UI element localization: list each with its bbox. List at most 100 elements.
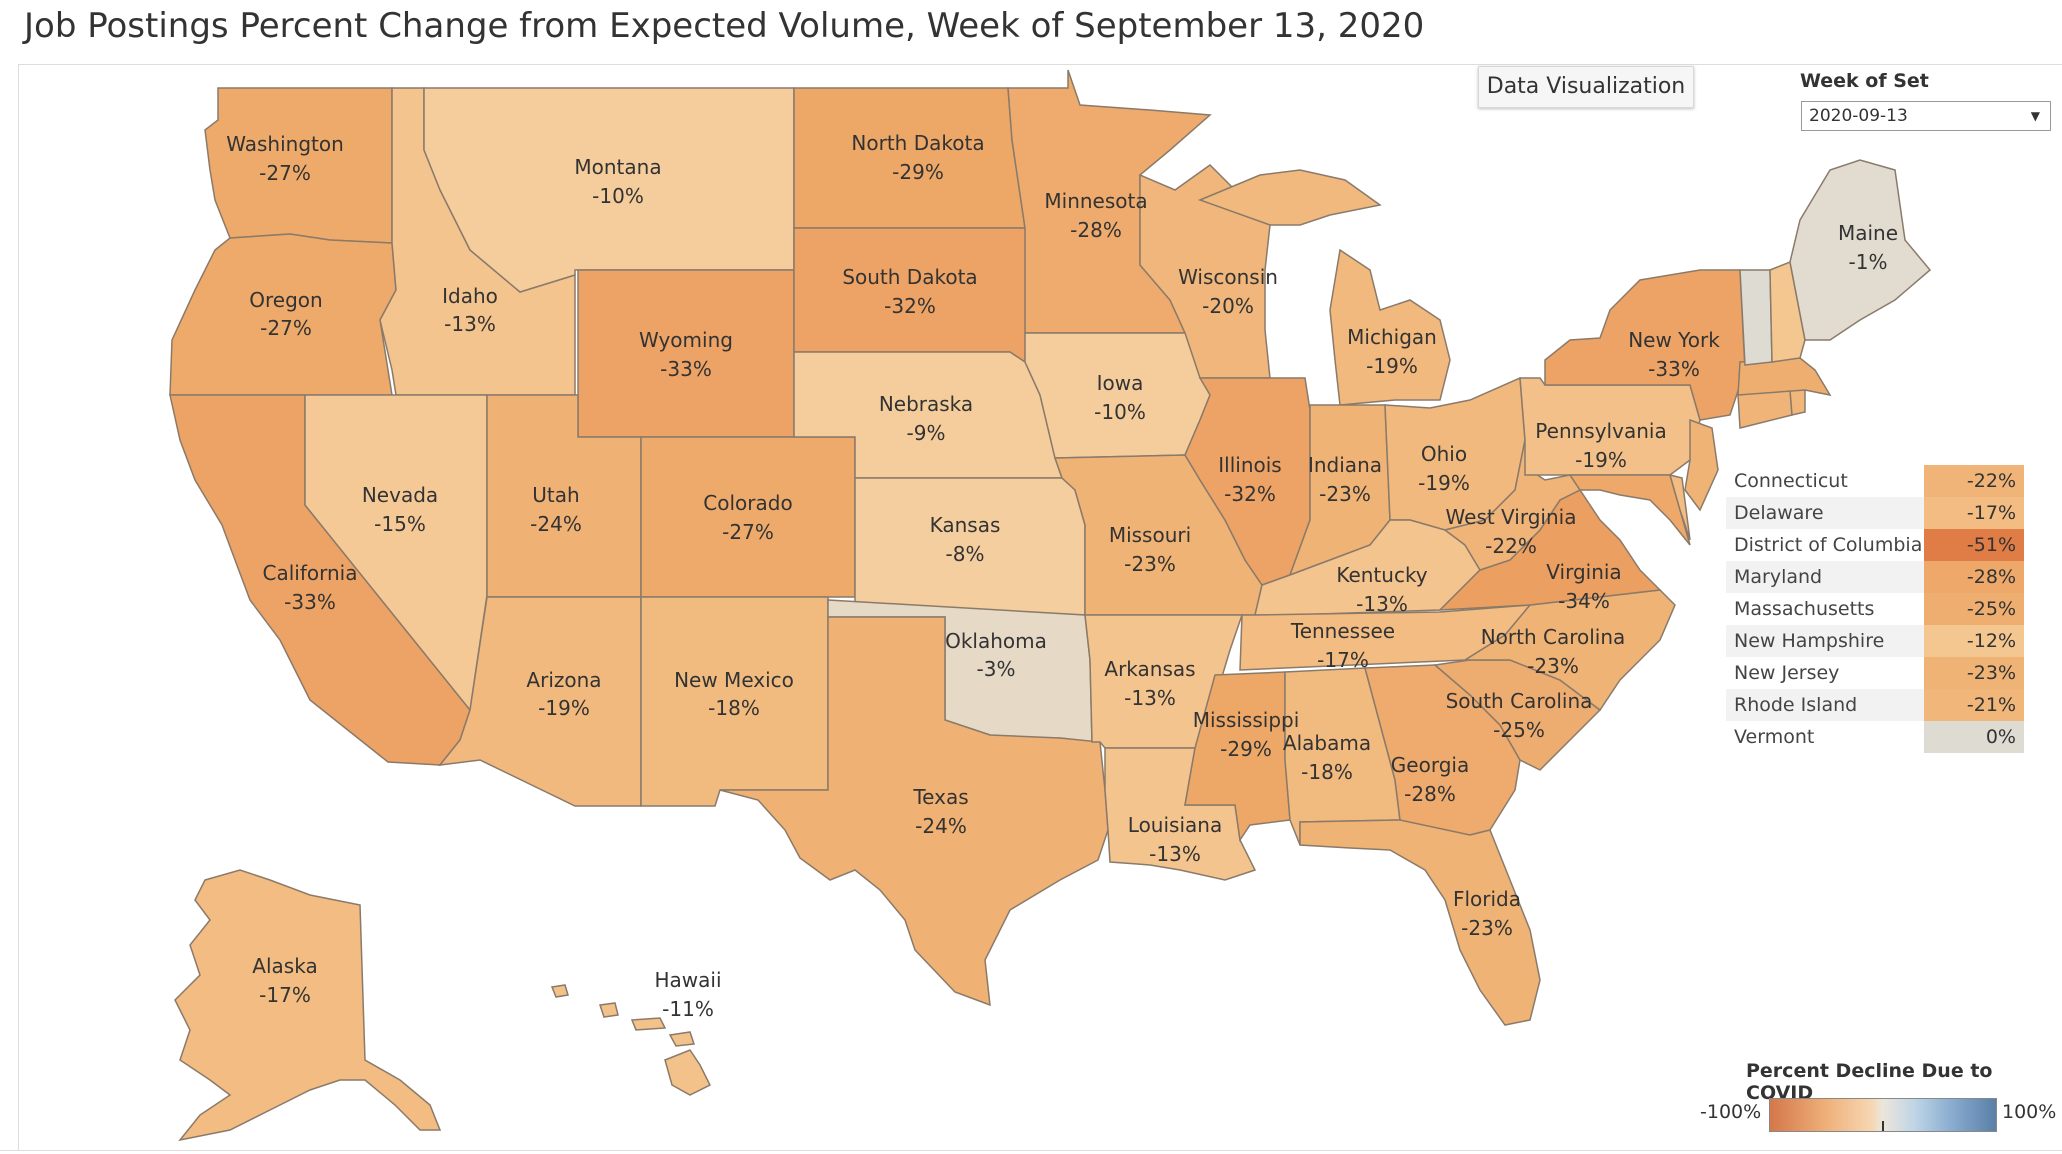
small-state-value: -21%: [1924, 689, 2024, 721]
value-colorado: -27%: [722, 520, 774, 544]
label-south-dakota: South Dakota: [842, 265, 977, 289]
state-new-jersey[interactable]: [1684, 418, 1719, 512]
page-title: Job Postings Percent Change from Expecte…: [24, 6, 1425, 46]
small-state-value: -12%: [1924, 625, 2024, 657]
small-state-value: -51%: [1924, 529, 2024, 561]
label-north-carolina: North Carolina: [1481, 625, 1626, 649]
state-new-hampshire[interactable]: [1769, 260, 1806, 363]
label-oregon: Oregon: [249, 288, 322, 312]
value-nebraska: -9%: [907, 421, 946, 445]
value-minnesota: -28%: [1070, 218, 1122, 242]
value-washington: -27%: [259, 161, 311, 185]
label-louisiana: Louisiana: [1128, 813, 1222, 837]
chevron-down-icon: ▼: [2030, 109, 2040, 123]
value-alaska: -17%: [259, 983, 311, 1007]
data-visualization-button[interactable]: Data Visualization: [1478, 66, 1694, 108]
label-utah: Utah: [532, 483, 579, 507]
value-new-york: -33%: [1648, 357, 1700, 381]
label-washington: Washington: [226, 132, 344, 156]
label-arizona: Arizona: [526, 668, 601, 692]
small-state-row[interactable]: Delaware -17%: [1726, 497, 2024, 529]
bottom-divider: [0, 1150, 2062, 1151]
legend-max-label: 100%: [2002, 1101, 2057, 1123]
small-state-value: -17%: [1924, 497, 2024, 529]
label-maine: Maine: [1838, 221, 1898, 245]
small-state-value: -28%: [1924, 561, 2024, 593]
label-michigan: Michigan: [1347, 325, 1437, 349]
label-virginia: Virginia: [1546, 560, 1621, 584]
small-states-table: Connecticut -22% Delaware -17% District of C…: [1726, 465, 2024, 753]
state-vermont[interactable]: [1739, 269, 1773, 366]
value-hawaii: -11%: [662, 997, 714, 1021]
state-connecticut[interactable]: [1737, 389, 1793, 429]
state-iowa[interactable]: [1024, 332, 1211, 459]
small-state-name: New Hampshire: [1726, 625, 1924, 657]
label-new-mexico: New Mexico: [674, 668, 794, 692]
week-filter-select[interactable]: 2020-09-13 ▼: [1801, 101, 2051, 131]
small-state-row[interactable]: District of Columbia -51%: [1726, 529, 2024, 561]
label-nevada: Nevada: [362, 483, 438, 507]
value-oklahoma: -3%: [977, 657, 1016, 681]
state-wisconsin[interactable]: [1139, 164, 1271, 379]
state-north-carolina[interactable]: [1462, 589, 1676, 712]
label-wyoming: Wyoming: [639, 328, 733, 352]
label-hawaii: Hawaii: [654, 968, 721, 992]
state-delaware[interactable]: [1668, 473, 1691, 541]
small-state-name: Delaware: [1726, 497, 1924, 529]
small-state-name: Rhode Island: [1726, 689, 1924, 721]
state-colorado[interactable]: [640, 436, 856, 598]
small-state-row[interactable]: Vermont 0%: [1726, 721, 2024, 753]
label-mississippi: Mississippi: [1193, 708, 1300, 732]
state-north-dakota[interactable]: [793, 87, 1026, 229]
state-illinois[interactable]: [1184, 377, 1311, 586]
small-state-row[interactable]: New Hampshire -12%: [1726, 625, 2024, 657]
small-state-row[interactable]: Maryland -28%: [1726, 561, 2024, 593]
value-new-mexico: -18%: [708, 696, 760, 720]
value-south-dakota: -32%: [884, 294, 936, 318]
label-oklahoma: Oklahoma: [945, 629, 1047, 653]
label-minnesota: Minnesota: [1044, 189, 1147, 213]
small-state-row[interactable]: Rhode Island -21%: [1726, 689, 2024, 721]
state-michigan[interactable]: [1197, 169, 1451, 406]
state-labels: Washington -27% Oregon -27% California -…: [226, 131, 1898, 1021]
value-montana: -10%: [592, 184, 644, 208]
small-state-row[interactable]: Connecticut -22%: [1726, 465, 2024, 497]
state-maine[interactable]: [1789, 159, 1932, 341]
value-pennsylvania: -19%: [1575, 448, 1627, 472]
label-florida: Florida: [1453, 887, 1521, 911]
value-nevada: -15%: [374, 512, 426, 536]
state-wyoming[interactable]: [577, 269, 795, 438]
state-west-virginia[interactable]: [1443, 439, 1582, 571]
label-wisconsin: Wisconsin: [1178, 265, 1278, 289]
state-hawaii[interactable]: [550, 984, 712, 1096]
state-florida[interactable]: [1299, 819, 1541, 1026]
small-state-row[interactable]: New Jersey -23%: [1726, 657, 2024, 689]
value-utah: -24%: [530, 512, 582, 536]
label-ohio: Ohio: [1421, 442, 1467, 466]
small-state-row[interactable]: Massachusetts -25%: [1726, 593, 2024, 625]
label-idaho: Idaho: [442, 284, 498, 308]
small-state-value: -22%: [1924, 465, 2024, 497]
small-state-name: Vermont: [1726, 721, 1924, 753]
value-kansas: -8%: [946, 542, 985, 566]
label-nebraska: Nebraska: [879, 392, 973, 416]
state-alaska[interactable]: [174, 869, 442, 1142]
small-state-name: District of Columbia: [1726, 529, 1924, 561]
value-georgia: -28%: [1404, 782, 1456, 806]
legend-color-bar: [1769, 1098, 1997, 1132]
value-arkansas: -13%: [1124, 686, 1176, 710]
value-alabama: -18%: [1301, 760, 1353, 784]
label-georgia: Georgia: [1391, 753, 1469, 777]
label-alaska: Alaska: [252, 954, 317, 978]
state-oregon[interactable]: [169, 233, 397, 396]
state-new-york[interactable]: [1544, 269, 1746, 421]
value-north-carolina: -23%: [1527, 654, 1579, 678]
legend-min-label: -100%: [1700, 1101, 1762, 1123]
value-idaho: -13%: [444, 312, 496, 336]
state-rhode-island[interactable]: [1789, 389, 1806, 416]
value-kentucky: -13%: [1356, 592, 1408, 616]
value-iowa: -10%: [1094, 400, 1146, 424]
value-virginia: -34%: [1558, 589, 1610, 613]
value-oregon: -27%: [260, 316, 312, 340]
